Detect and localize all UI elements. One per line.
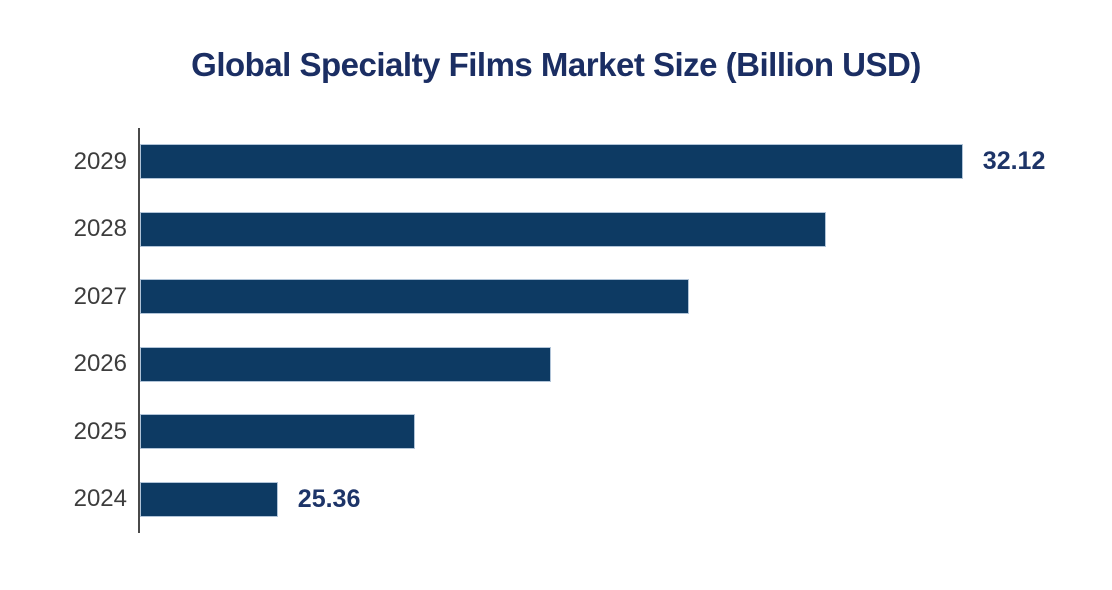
bar-row-2028: 2028 xyxy=(74,196,1052,264)
y-axis-tick-label: 2024 xyxy=(73,485,127,513)
bar-value-label: 25.36 xyxy=(297,484,361,513)
y-axis-tick-label: 2025 xyxy=(73,417,127,445)
bar-row-2024: 2024 25.36 xyxy=(74,466,1052,534)
y-axis-tick-label: 2028 xyxy=(73,215,127,243)
y-axis-tick-label: 2026 xyxy=(73,350,127,378)
bar-2025 xyxy=(140,414,415,450)
y-axis-line xyxy=(138,128,140,533)
plot-area: 2029 32.12 2028 2027 2026 2025 2024 25.36 xyxy=(74,128,1052,534)
bar-2026 xyxy=(140,346,552,382)
bar-row-2027: 2027 xyxy=(74,263,1052,331)
bar-2027 xyxy=(140,279,690,315)
bar-2024 xyxy=(140,481,278,517)
y-axis-tick-label: 2027 xyxy=(73,282,127,310)
chart-title: Global Specialty Films Market Size (Bill… xyxy=(191,46,921,83)
bar-value-label: 32.12 xyxy=(982,147,1046,176)
bar-row-2026: 2026 xyxy=(74,331,1052,399)
bar-rows: 2029 32.12 2028 2027 2026 2025 2024 25.36 xyxy=(74,128,1052,534)
bar-row-2025: 2025 xyxy=(74,398,1052,466)
bar-row-2029: 2029 32.12 xyxy=(74,128,1052,196)
bar-2028 xyxy=(140,211,826,247)
y-axis-tick-label: 2029 xyxy=(73,147,127,175)
bar-2029 xyxy=(140,144,963,180)
